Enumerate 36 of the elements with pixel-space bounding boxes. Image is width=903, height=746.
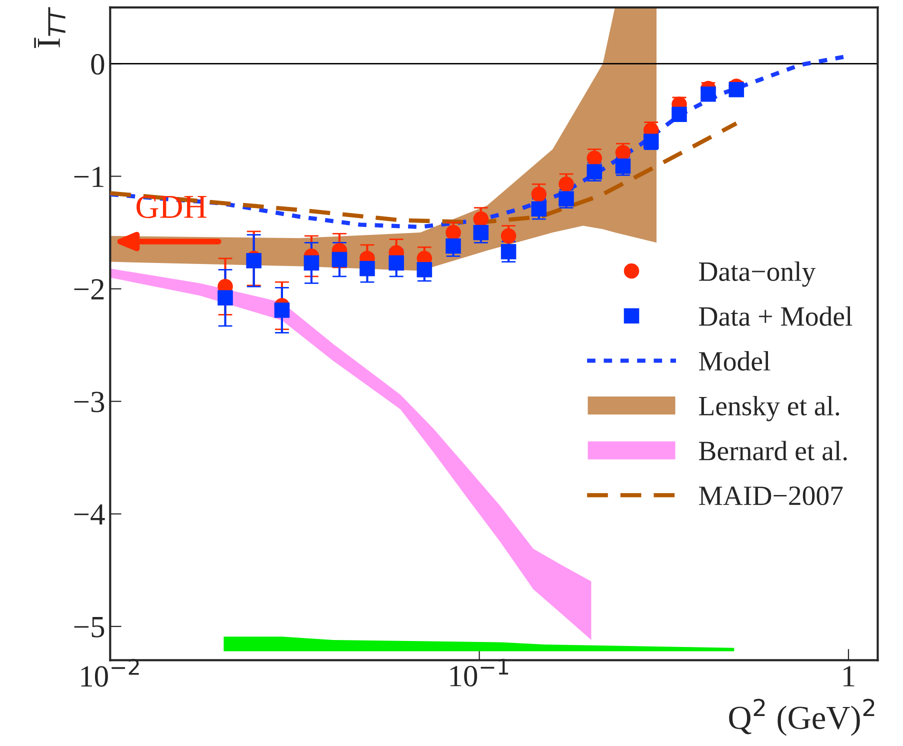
- y-axis-title: Ī$_{TT}$: [34, 7, 66, 48]
- point: [500, 228, 516, 244]
- point: [500, 244, 516, 260]
- x-axis-title: Q$^{2}$ (GeV)$^{2}$: [729, 698, 874, 736]
- point: [416, 262, 432, 278]
- point: [558, 176, 574, 192]
- point: [304, 255, 320, 271]
- y-tick-label: −4: [74, 504, 105, 525]
- y-tick-label: 0: [91, 54, 104, 75]
- point: [360, 260, 375, 276]
- point: [218, 290, 233, 306]
- point: [246, 253, 262, 268]
- y-tick-label: −5: [74, 617, 104, 638]
- point: [531, 201, 547, 217]
- legend-label: Data + Model: [698, 306, 852, 326]
- point: [446, 238, 461, 254]
- point: [446, 224, 461, 240]
- point: [274, 302, 290, 318]
- point: [531, 186, 547, 202]
- y-tick-label: −3: [74, 392, 104, 412]
- annotation: GDH: [136, 196, 206, 218]
- x-tick-label: 1: [844, 666, 854, 686]
- point: [332, 252, 348, 268]
- point: [672, 106, 687, 122]
- y-tick-label: −2: [74, 279, 104, 300]
- legend-label: Bernard et al.: [698, 440, 847, 460]
- point: [473, 211, 489, 227]
- legend-label: Data−only: [698, 261, 816, 287]
- point: [700, 86, 716, 102]
- point: [728, 82, 744, 98]
- legend-label: Model: [698, 351, 770, 371]
- y-tick-label: −1: [74, 166, 104, 187]
- legend-label: Lensky et al.: [698, 396, 840, 422]
- point: [388, 255, 404, 271]
- point: [473, 224, 489, 240]
- legend-label: MAID−2007: [698, 486, 843, 506]
